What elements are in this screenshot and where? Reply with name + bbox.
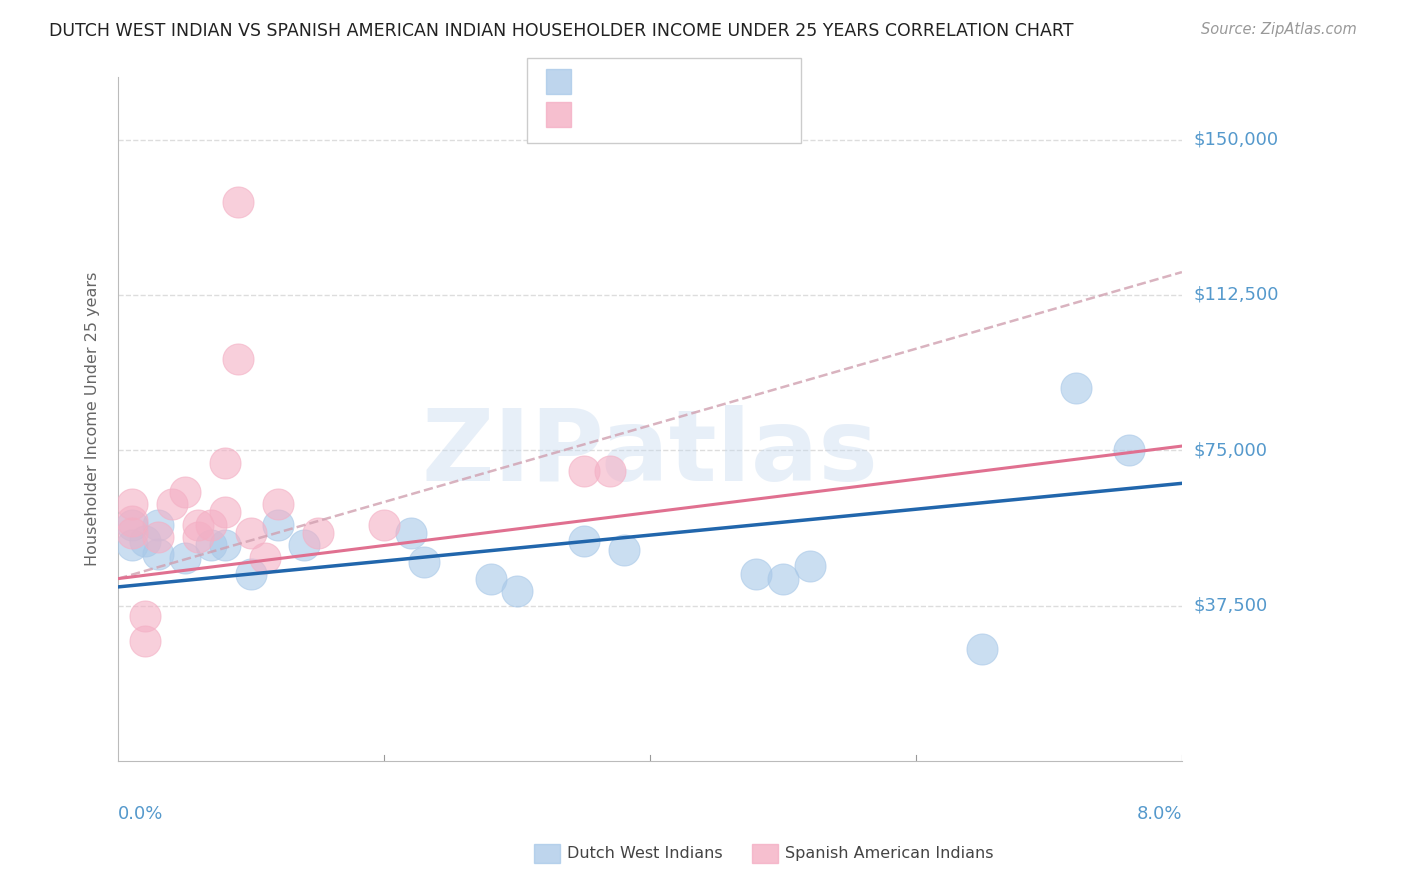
Point [121, 517, 143, 532]
Point [745, 567, 768, 582]
Point [240, 526, 263, 541]
Point [1118, 443, 1140, 458]
Point [148, 547, 170, 561]
Point [1064, 381, 1087, 395]
Point [214, 539, 236, 553]
Point [253, 550, 276, 565]
Point [134, 534, 156, 549]
Text: 0.242: 0.242 [621, 105, 676, 123]
Point [121, 526, 143, 541]
Point [134, 633, 156, 648]
Point [148, 530, 170, 544]
Text: Dutch West Indians: Dutch West Indians [567, 847, 723, 861]
Point [173, 484, 195, 499]
Point [160, 497, 183, 511]
Point [200, 517, 222, 532]
Text: $37,500: $37,500 [1194, 597, 1267, 615]
Text: 19: 19 [731, 73, 755, 91]
Text: R =: R = [579, 105, 617, 123]
Text: Source: ZipAtlas.com: Source: ZipAtlas.com [1201, 22, 1357, 37]
Point [772, 572, 794, 586]
Point [240, 567, 263, 582]
Text: N =: N = [682, 105, 731, 123]
Text: DUTCH WEST INDIAN VS SPANISH AMERICAN INDIAN HOUSEHOLDER INCOME UNDER 25 YEARS C: DUTCH WEST INDIAN VS SPANISH AMERICAN IN… [49, 22, 1074, 40]
Text: $112,500: $112,500 [1194, 285, 1278, 304]
Point [599, 464, 621, 478]
Text: $75,000: $75,000 [1194, 442, 1267, 459]
Point [294, 539, 316, 553]
Text: 0.180: 0.180 [621, 73, 676, 91]
Text: N =: N = [682, 73, 731, 91]
Point [479, 572, 502, 586]
Point [506, 584, 529, 599]
Text: $150,000: $150,000 [1194, 130, 1278, 149]
Y-axis label: Householder Income Under 25 years: Householder Income Under 25 years [86, 272, 100, 566]
Point [572, 464, 595, 478]
Point [173, 550, 195, 565]
Point [121, 539, 143, 553]
Point [214, 456, 236, 470]
Text: 0.0%: 0.0% [118, 805, 163, 823]
Point [799, 559, 821, 574]
Point [148, 517, 170, 532]
Point [572, 534, 595, 549]
Point [226, 352, 249, 367]
Point [187, 517, 209, 532]
Point [307, 526, 329, 541]
Point [214, 505, 236, 519]
Point [121, 497, 143, 511]
Point [121, 514, 143, 528]
Point [267, 497, 290, 511]
Point [972, 642, 994, 657]
Point [373, 517, 395, 532]
Text: 22: 22 [731, 105, 755, 123]
Point [267, 517, 290, 532]
Point [413, 555, 436, 569]
Text: ZIPatlas: ZIPatlas [422, 405, 879, 502]
Point [134, 608, 156, 623]
Point [399, 526, 422, 541]
Text: Spanish American Indians: Spanish American Indians [785, 847, 993, 861]
Point [226, 194, 249, 209]
Text: 8.0%: 8.0% [1136, 805, 1182, 823]
Text: R =: R = [579, 73, 617, 91]
Point [187, 530, 209, 544]
Point [612, 542, 634, 557]
Point [200, 539, 222, 553]
